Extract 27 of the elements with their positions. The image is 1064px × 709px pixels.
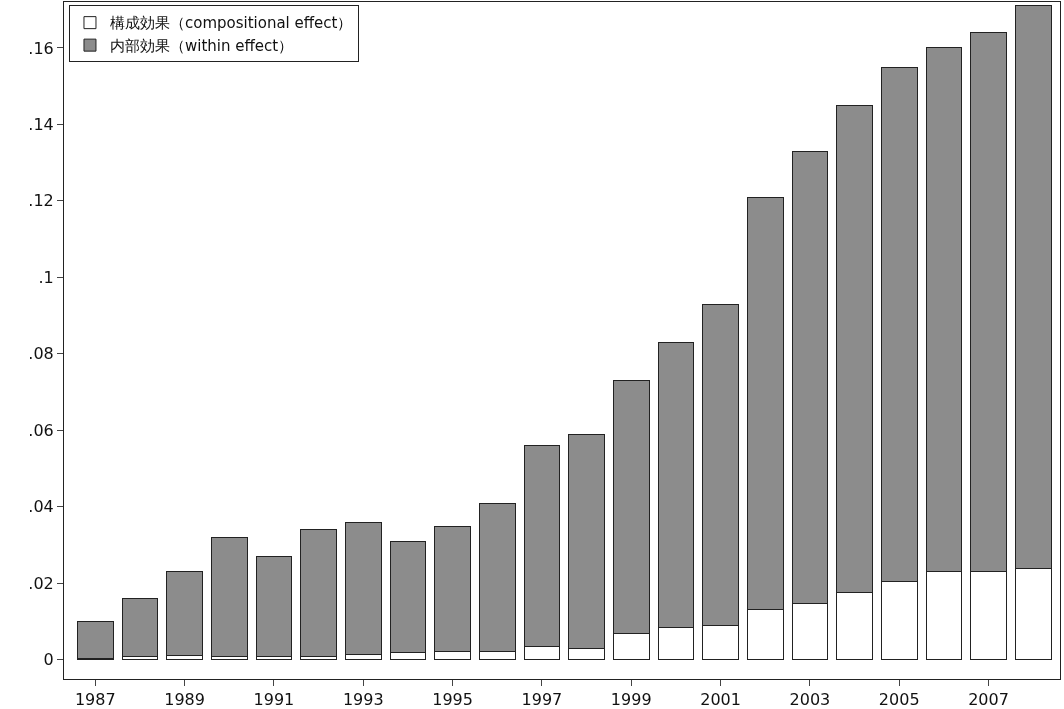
x-tick-label: 1989 (164, 690, 205, 709)
bar (255, 556, 293, 657)
x-tick-label: 1993 (342, 690, 384, 709)
bar (121, 598, 159, 657)
legend-label: 構成効果（compositional effect） (109, 14, 353, 33)
y-tick-label: .02 (28, 573, 54, 593)
x-tick-label: 2003 (789, 690, 831, 709)
x-tick-label: 1987 (74, 690, 116, 709)
x-tick-label: 1991 (253, 690, 295, 709)
y-tick-label: .16 (28, 38, 54, 58)
bar (76, 621, 114, 660)
bar (210, 536, 248, 657)
y-tick-label: .14 (28, 115, 54, 134)
x-tick-label: 1995 (432, 690, 473, 709)
x-tick-label: 2007 (968, 690, 1009, 709)
y-tick-label: .04 (28, 497, 54, 517)
x-tick-label: 1999 (610, 690, 652, 709)
y-tick-label: .12 (28, 191, 54, 211)
y-tick-label: .08 (28, 344, 54, 364)
y-tick-label: 0 (43, 650, 54, 670)
x-tick-label: 2001 (700, 690, 741, 709)
x-tick-label: 1997 (521, 690, 563, 709)
x-tick-label: 2005 (878, 690, 920, 709)
y-tick-label: .1 (38, 267, 54, 287)
bar (300, 529, 337, 657)
y-tick-label: .06 (28, 420, 54, 440)
legend-label: 内部効果（within effect） (109, 36, 294, 55)
